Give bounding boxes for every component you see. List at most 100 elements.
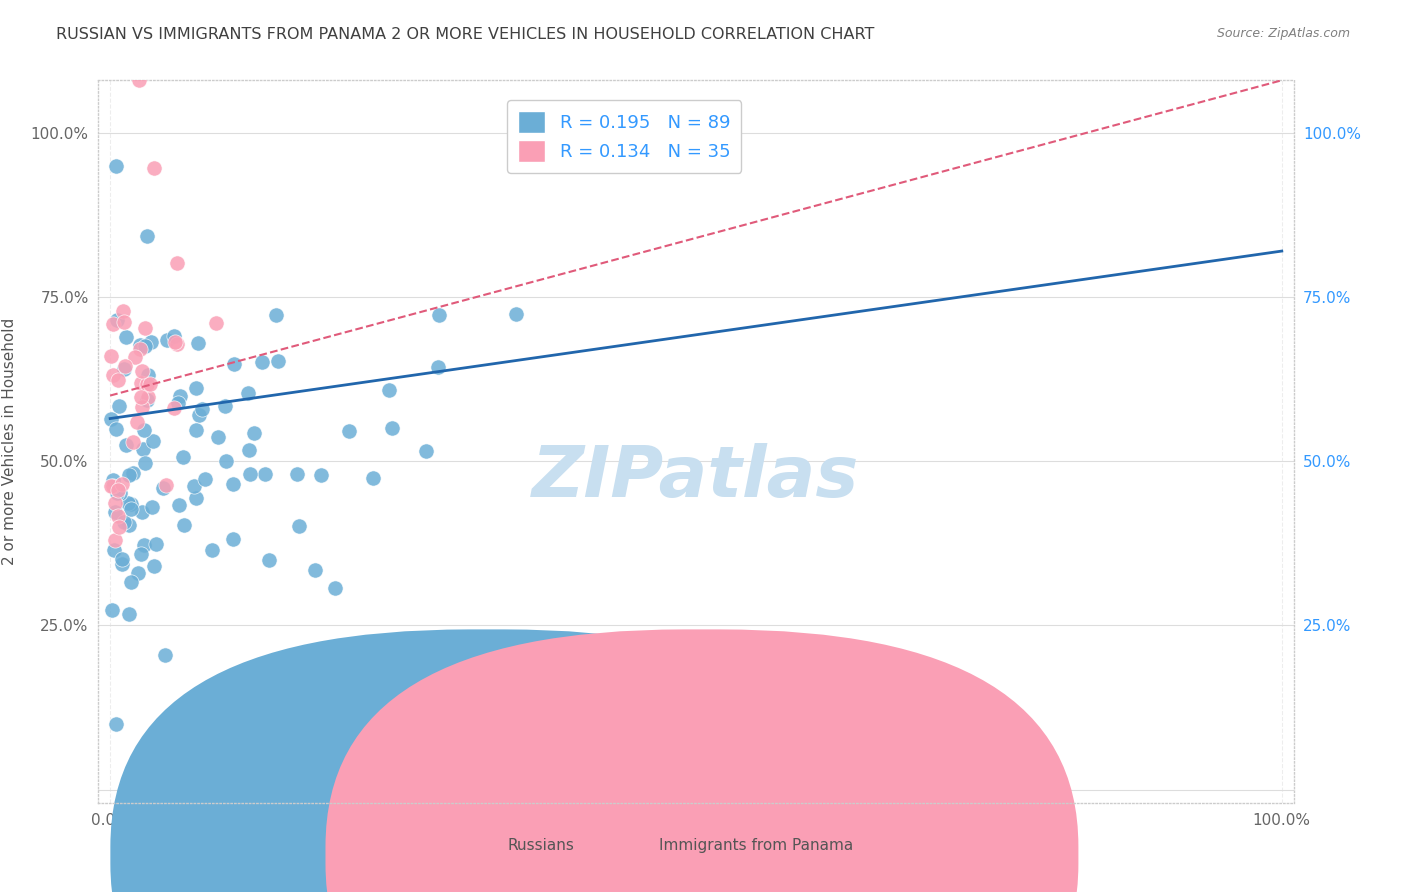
Point xyxy=(214,399,236,413)
Point xyxy=(105,422,128,436)
Point xyxy=(165,335,187,350)
Point xyxy=(239,467,262,482)
Point xyxy=(141,500,163,514)
Point xyxy=(103,473,125,487)
Point xyxy=(118,517,141,532)
Point xyxy=(221,532,243,546)
Point xyxy=(153,648,176,663)
Point xyxy=(145,537,167,551)
Point xyxy=(104,496,127,510)
Point xyxy=(101,479,124,493)
Point xyxy=(183,478,205,492)
Point xyxy=(105,485,128,500)
Point xyxy=(505,308,527,322)
Text: ZIPatlas: ZIPatlas xyxy=(533,443,859,512)
Point xyxy=(127,566,149,580)
Point xyxy=(287,518,309,533)
Point xyxy=(122,435,145,450)
Point xyxy=(131,364,153,378)
Point xyxy=(107,483,129,498)
Point xyxy=(103,543,125,558)
Point xyxy=(112,515,135,529)
Point xyxy=(187,408,209,422)
Point xyxy=(136,229,159,244)
Legend: R = 0.195   N = 89, R = 0.134   N = 35: R = 0.195 N = 89, R = 0.134 N = 35 xyxy=(508,100,741,173)
Point xyxy=(118,607,141,621)
Point xyxy=(415,443,437,458)
Point xyxy=(163,329,186,343)
Text: RUSSIAN VS IMMIGRANTS FROM PANAMA 2 OR MORE VEHICLES IN HOUSEHOLD CORRELATION CH: RUSSIAN VS IMMIGRANTS FROM PANAMA 2 OR M… xyxy=(56,27,875,42)
Point xyxy=(131,505,153,519)
Point xyxy=(111,303,134,318)
Point xyxy=(166,256,188,270)
Point xyxy=(238,442,260,457)
Point xyxy=(207,430,229,444)
Point xyxy=(155,478,177,492)
Point xyxy=(238,386,260,401)
Point xyxy=(381,421,404,435)
Point xyxy=(135,377,157,392)
Point xyxy=(152,481,174,495)
Point xyxy=(426,360,449,375)
Y-axis label: 2 or more Vehicles in Household: 2 or more Vehicles in Household xyxy=(1,318,17,566)
Point xyxy=(120,574,142,589)
Point xyxy=(107,373,129,387)
Point xyxy=(114,359,136,373)
Point xyxy=(124,351,146,365)
Point xyxy=(167,498,190,512)
Point xyxy=(187,336,209,351)
Point xyxy=(104,159,127,173)
Point xyxy=(134,321,156,335)
Point xyxy=(427,308,450,322)
Point xyxy=(156,334,179,348)
Point xyxy=(136,392,159,407)
Point xyxy=(118,467,141,482)
Point xyxy=(337,424,360,438)
Point xyxy=(108,520,131,534)
Point xyxy=(266,354,288,368)
Point xyxy=(134,339,156,353)
Point xyxy=(323,581,346,595)
Point xyxy=(143,161,166,175)
Point xyxy=(104,505,127,519)
Point xyxy=(100,412,122,426)
Point xyxy=(163,401,186,415)
Point xyxy=(142,434,165,449)
Point xyxy=(128,73,150,87)
Point xyxy=(141,334,163,349)
Point xyxy=(304,564,326,578)
Point xyxy=(253,467,276,481)
Text: Immigrants from Panama: Immigrants from Panama xyxy=(658,838,853,854)
Point xyxy=(186,491,208,506)
Point xyxy=(115,330,138,344)
Point xyxy=(201,543,224,558)
Point xyxy=(190,401,212,416)
Point xyxy=(134,538,156,552)
FancyBboxPatch shape xyxy=(111,630,863,892)
Point xyxy=(134,456,156,470)
Point xyxy=(105,717,128,731)
Point xyxy=(129,548,152,562)
Point xyxy=(111,557,134,571)
Point xyxy=(309,467,332,482)
Point xyxy=(112,314,135,328)
Point xyxy=(285,467,308,481)
Point xyxy=(222,357,245,371)
Point xyxy=(139,377,162,392)
Point xyxy=(112,362,135,376)
Point xyxy=(257,553,280,567)
Point xyxy=(108,400,131,414)
Point xyxy=(111,477,134,491)
Point xyxy=(100,479,122,493)
Point xyxy=(136,368,159,382)
Point xyxy=(107,509,129,524)
Point xyxy=(115,437,138,451)
Point xyxy=(136,390,159,404)
Point xyxy=(101,317,124,331)
Point xyxy=(166,396,188,410)
Point xyxy=(105,312,128,326)
Point xyxy=(103,368,125,382)
Point xyxy=(111,552,134,566)
FancyBboxPatch shape xyxy=(326,630,1078,892)
Point xyxy=(264,308,287,322)
